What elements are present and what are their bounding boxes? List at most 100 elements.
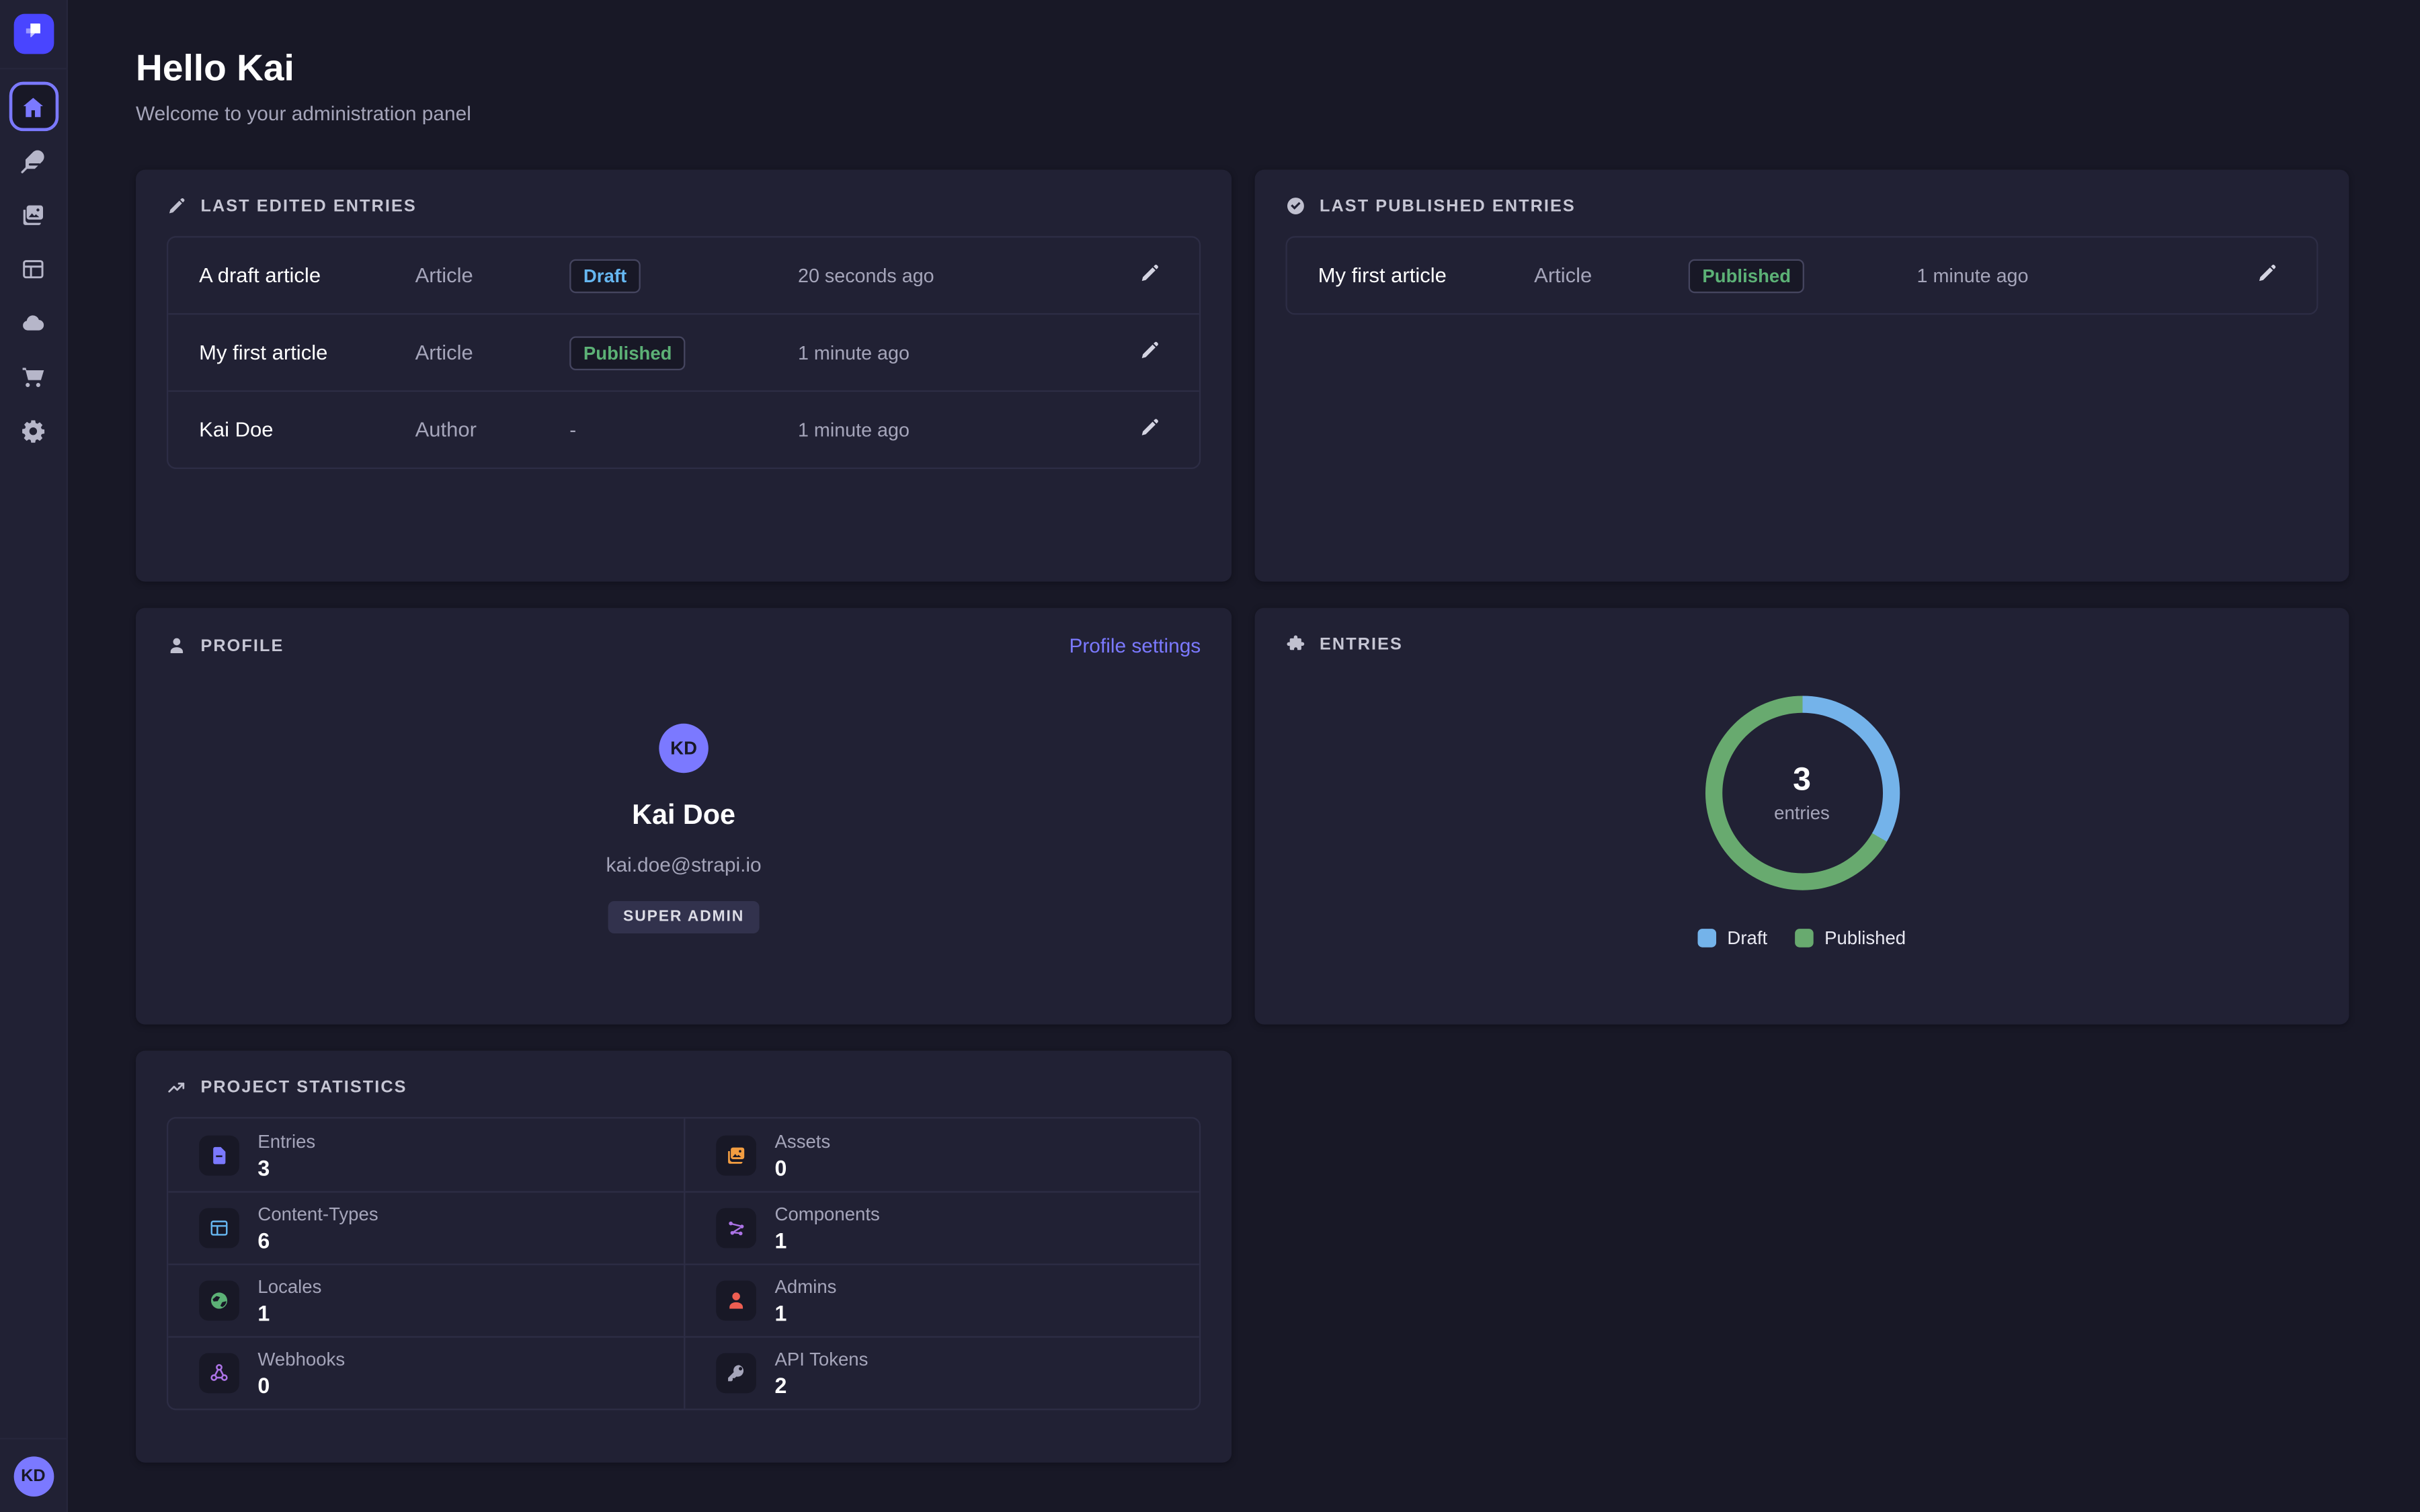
- stat-text: API Tokens 2: [775, 1349, 869, 1398]
- sidebar-item-deploy[interactable]: [9, 298, 58, 347]
- panel-header: LAST EDITED ENTRIES: [167, 196, 1201, 216]
- panel-title: ENTRIES: [1320, 634, 1403, 654]
- pencil-icon: [1139, 262, 1160, 288]
- legend-swatch: [1795, 929, 1814, 948]
- images-icon: [725, 1144, 747, 1165]
- entry-type: Article: [1534, 263, 1592, 288]
- legend-item: Published: [1795, 927, 1906, 949]
- edit-entry-button[interactable]: [1131, 411, 1168, 448]
- last-edited-table: A draft article Article Draft 20 seconds…: [166, 236, 1201, 469]
- stat-icon-tile: [199, 1134, 239, 1175]
- gear-icon: [20, 417, 46, 444]
- legend-item: Draft: [1697, 927, 1768, 949]
- stat-label: Webhooks: [257, 1348, 346, 1370]
- role-badge: SUPER ADMIN: [608, 900, 760, 934]
- panel-title: PROFILE: [200, 636, 284, 655]
- stat-icon-tile: [716, 1134, 756, 1175]
- profile-settings-link[interactable]: Profile settings: [1069, 634, 1201, 658]
- profile-panel: PROFILE Profile settings KD Kai Doe kai.…: [136, 607, 1232, 1025]
- entry-name: My first article: [199, 341, 328, 364]
- cloud-icon: [20, 309, 46, 335]
- chart-legend: Draft Published: [1697, 927, 1906, 949]
- key-icon: [725, 1362, 747, 1384]
- pencil-icon: [1139, 417, 1160, 443]
- legend-swatch: [1697, 929, 1717, 948]
- entry-type: Article: [415, 341, 473, 364]
- donut-center: 3 entries: [1705, 696, 1899, 890]
- pencil-icon: [167, 196, 187, 216]
- stat-label: Assets: [774, 1130, 831, 1152]
- edit-entry-button[interactable]: [1131, 257, 1168, 294]
- sidebar: KD: [0, 0, 69, 1512]
- table-row[interactable]: My first article Article Published 1 min…: [1287, 238, 2316, 314]
- sidebar-item-media-library[interactable]: [9, 190, 58, 239]
- strapi-logo[interactable]: [13, 13, 54, 54]
- stat-label: Entries: [257, 1130, 316, 1152]
- page-subtitle: Welcome to your administration panel: [136, 101, 471, 125]
- stat-text: Entries 3: [257, 1130, 315, 1179]
- panel-title: LAST PUBLISHED ENTRIES: [1320, 196, 1576, 216]
- entry-time: 1 minute ago: [797, 419, 910, 441]
- sidebar-bottom: KD: [0, 1437, 67, 1497]
- status-badge: Published: [1688, 258, 1805, 293]
- puzzle-icon: [1286, 634, 1306, 655]
- stat-cell-api-tokens: API Tokens 2: [684, 1336, 1199, 1409]
- entry-type: Article: [415, 263, 473, 288]
- entries-body: 3 entries Draft Published: [1286, 654, 2318, 949]
- stat-label: API Tokens: [774, 1348, 869, 1370]
- feather-icon: [20, 147, 46, 173]
- stat-icon-tile: [716, 1353, 756, 1394]
- stat-cell-entries: Entries 3: [168, 1119, 684, 1191]
- legend-label: Published: [1824, 927, 1906, 949]
- check-circle-icon: [1286, 196, 1306, 216]
- entry-status: Published: [1688, 258, 1917, 293]
- table-row[interactable]: Kai Doe Author - 1 minute ago: [168, 390, 1199, 468]
- entry-name: A draft article: [199, 263, 321, 288]
- stat-value: 3: [257, 1154, 270, 1180]
- person-icon: [167, 636, 187, 656]
- profile-body: KD Kai Doe kai.doe@strapi.io SUPER ADMIN: [167, 657, 1201, 934]
- stat-value: 6: [257, 1228, 270, 1253]
- last-edited-entries-panel: LAST EDITED ENTRIES A draft article Arti…: [136, 169, 1232, 582]
- stat-icon-tile: [199, 1208, 239, 1249]
- edit-entry-button[interactable]: [2249, 257, 2286, 294]
- legend-label: Draft: [1727, 927, 1768, 949]
- entry-status: Published: [569, 335, 798, 370]
- stat-cell-assets: Assets 0: [684, 1118, 1199, 1191]
- panel-header: LAST PUBLISHED ENTRIES: [1286, 196, 2318, 216]
- stat-label: Admins: [774, 1275, 837, 1298]
- sidebar-item-content-type-builder[interactable]: [9, 244, 58, 293]
- stat-icon-tile: [199, 1353, 239, 1394]
- table-row[interactable]: My first article Article Published 1 min…: [168, 313, 1199, 390]
- entry-type: Author: [415, 418, 477, 442]
- cart-icon: [20, 364, 46, 390]
- stat-icon-tile: [716, 1208, 756, 1249]
- pencil-icon: [2257, 262, 2278, 288]
- stat-cell-content-types: Content-Types 6: [168, 1191, 684, 1263]
- project-statistics-panel: PROJECT STATISTICS Entries 3 Assets 0 Co…: [136, 1050, 1232, 1463]
- stat-value: 1: [774, 1300, 787, 1326]
- stat-value: 0: [774, 1154, 787, 1180]
- panel-header: PROFILE Profile settings: [167, 634, 1201, 657]
- page-title: Hello Kai: [136, 48, 294, 90]
- sidebar-item-marketplace[interactable]: [9, 351, 58, 401]
- sidebar-item-content-manager[interactable]: [9, 136, 58, 185]
- entries-donut-chart: 3 entries: [1704, 696, 1900, 890]
- table-row[interactable]: A draft article Article Draft 20 seconds…: [168, 238, 1199, 314]
- sidebar-item-settings[interactable]: [9, 406, 58, 455]
- profile-avatar: KD: [659, 723, 709, 773]
- sidebar-user-avatar[interactable]: KD: [13, 1456, 54, 1497]
- stat-cell-components: Components 1: [684, 1191, 1199, 1264]
- stat-label: Content-Types: [257, 1203, 378, 1225]
- globe-icon: [208, 1290, 230, 1311]
- panel-title: LAST EDITED ENTRIES: [200, 196, 417, 216]
- sidebar-item-home[interactable]: [8, 81, 58, 132]
- stat-label: Locales: [257, 1275, 322, 1298]
- entry-time: 20 seconds ago: [797, 264, 934, 286]
- entry-name: Kai Doe: [199, 418, 274, 442]
- stat-text: Locales 1: [257, 1276, 321, 1325]
- stats-table: Entries 3 Assets 0 Content-Types 6 Compo…: [166, 1117, 1201, 1411]
- stat-value: 2: [774, 1373, 787, 1398]
- edit-entry-button[interactable]: [1131, 334, 1168, 371]
- stat-text: Admins 1: [775, 1276, 837, 1325]
